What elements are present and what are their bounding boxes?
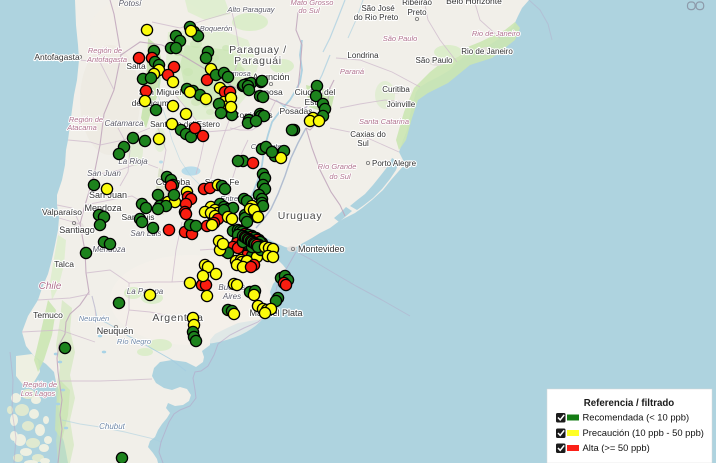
svg-text:Los Lagos: Los Lagos (21, 389, 56, 398)
svg-text:Santiago: Santiago (59, 225, 95, 235)
svg-text:Paraguay /: Paraguay / (229, 44, 287, 56)
svg-text:San Juan: San Juan (87, 169, 121, 178)
svg-text:Paraguái: Paraguái (234, 55, 282, 67)
svg-text:do Rio Preto: do Rio Preto (354, 13, 399, 22)
svg-text:Río Grande: Río Grande (318, 162, 357, 171)
svg-text:Porto Alegre: Porto Alegre (372, 159, 417, 168)
svg-text:Alta (>= 50 ppb): Alta (>= 50 ppb) (583, 442, 650, 453)
svg-text:Antofagasta: Antofagasta (86, 55, 127, 64)
svg-text:San Luis: San Luis (130, 229, 161, 238)
svg-text:Región de: Región de (69, 115, 103, 124)
svg-text:Antofagasta: Antofagasta (34, 52, 80, 62)
svg-text:Temuco: Temuco (33, 310, 63, 320)
svg-text:Chile: Chile (39, 281, 62, 292)
svg-text:Londrina: Londrina (347, 51, 379, 60)
svg-text:La Rioja: La Rioja (118, 157, 148, 166)
svg-text:Belo Horizonte: Belo Horizonte (446, 0, 502, 6)
svg-text:Mato Grosso: Mato Grosso (291, 0, 334, 7)
svg-text:Neuquén: Neuquén (97, 326, 134, 336)
svg-text:Joinville: Joinville (387, 100, 416, 109)
svg-text:Catamarca: Catamarca (104, 119, 144, 128)
svg-text:São José: São José (361, 4, 395, 13)
svg-text:Uruguay: Uruguay (278, 210, 323, 222)
svg-text:Posadas: Posadas (279, 106, 312, 116)
svg-text:Precaución (10 ppb - 50 ppb): Precaución (10 ppb - 50 ppb) (583, 427, 704, 438)
svg-text:Río Negro: Río Negro (117, 337, 151, 346)
svg-text:Región de: Región de (23, 380, 57, 389)
svg-text:Sul: Sul (357, 139, 369, 148)
svg-text:Preto: Preto (407, 8, 427, 17)
svg-text:Talca: Talca (54, 259, 74, 269)
svg-text:Neuquén: Neuquén (79, 314, 109, 323)
svg-text:Potosí: Potosí (119, 0, 142, 8)
svg-text:Formosa: Formosa (221, 69, 251, 78)
svg-text:Montevideo: Montevideo (298, 244, 345, 254)
svg-text:Atacama: Atacama (66, 123, 97, 132)
svg-text:Referencia / filtrado: Referencia / filtrado (584, 398, 675, 409)
svg-text:Aires: Aires (222, 292, 241, 301)
svg-text:Alto Paraguay: Alto Paraguay (226, 5, 275, 14)
svg-text:Rio de Janeiro: Rio de Janeiro (461, 47, 513, 56)
svg-text:do Sul: do Sul (298, 6, 320, 15)
svg-text:do Sul: do Sul (329, 172, 351, 181)
svg-text:Santiago del Estero: Santiago del Estero (150, 120, 220, 129)
svg-text:Mendoza: Mendoza (84, 203, 121, 213)
svg-text:Boquerón: Boquerón (200, 24, 233, 33)
svg-text:Chubut: Chubut (99, 422, 126, 431)
svg-text:São Paulo: São Paulo (416, 56, 453, 65)
svg-text:São Paulo: São Paulo (383, 34, 418, 43)
svg-text:Rio de Janeiro: Rio de Janeiro (472, 29, 520, 38)
svg-text:Curitiba: Curitiba (382, 85, 410, 94)
svg-text:Santa Catarina: Santa Catarina (359, 117, 409, 126)
svg-text:Región de: Región de (88, 46, 122, 55)
svg-text:Recomendada (< 10 ppb): Recomendada (< 10 ppb) (583, 412, 690, 423)
svg-text:Ribeirão: Ribeirão (402, 0, 432, 7)
svg-text:Caxias do: Caxias do (350, 130, 386, 139)
svg-text:Paraná: Paraná (340, 67, 364, 76)
svg-text:Valparaíso: Valparaíso (42, 207, 82, 217)
